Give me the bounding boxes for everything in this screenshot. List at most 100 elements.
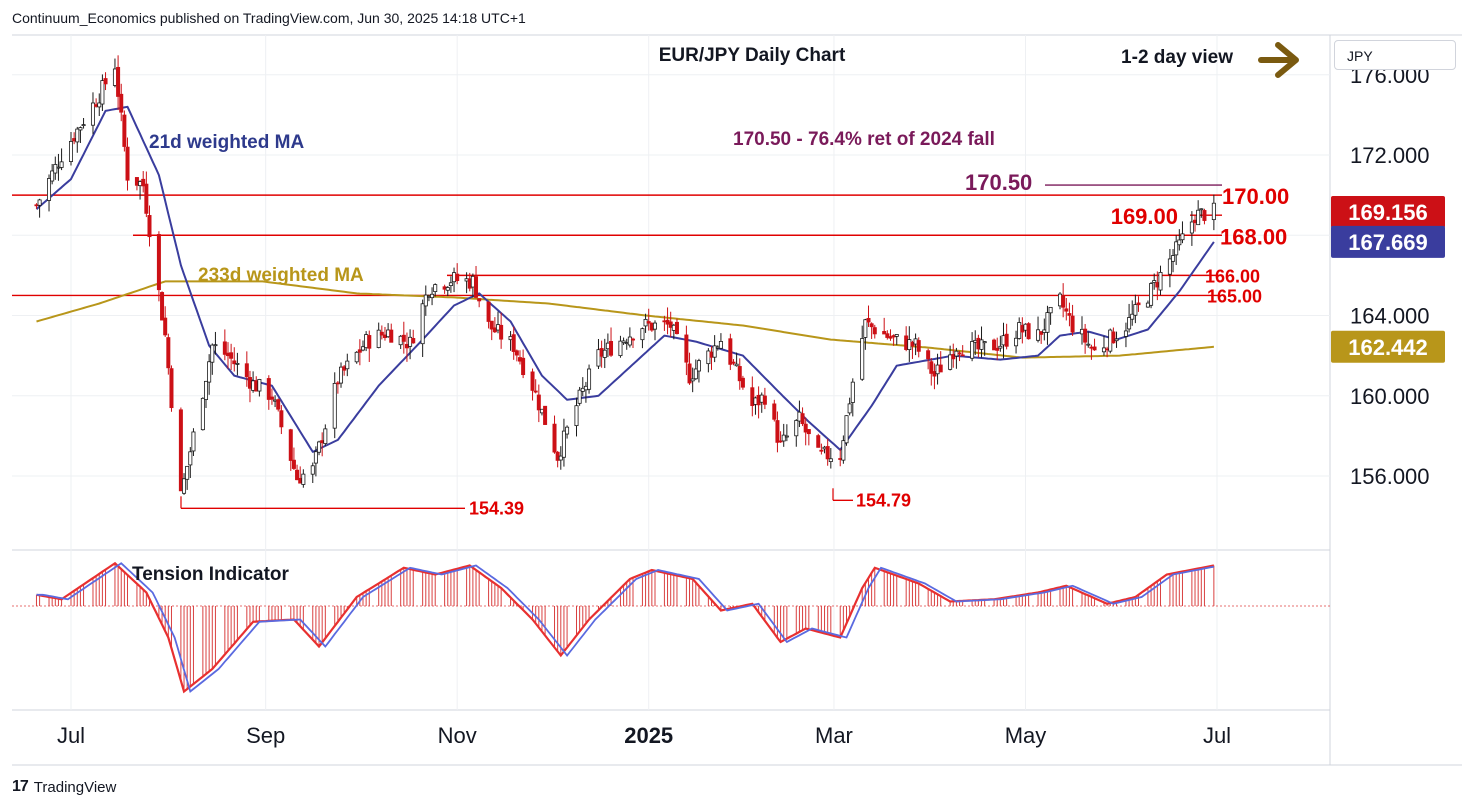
candle-body [1158,271,1163,291]
candle-body [323,428,328,445]
candle-body [1180,233,1185,241]
candle [367,330,372,362]
price-badge-bg [1331,225,1445,258]
candle-body [891,335,896,338]
candle [797,400,802,427]
candle-body [693,368,698,380]
candle-body [982,341,987,344]
candle [960,345,965,357]
candle-body [910,341,915,347]
candle [948,345,953,371]
candle [1086,331,1091,348]
candle [750,376,755,417]
candle-body [517,357,522,362]
candle [555,450,560,468]
candle-body [671,324,676,331]
currency-label[interactable]: JPY [1334,40,1456,70]
candle-body [379,331,384,336]
x-tick-label: Mar [815,723,853,748]
candle-body [696,360,701,372]
candle-body [1155,282,1160,288]
candle-body [916,340,921,352]
x-tick-label: Jul [57,723,85,748]
candle-body [207,361,212,383]
candle-body [401,334,406,342]
candle [210,343,215,375]
candle-body [1083,328,1088,343]
candle [357,339,362,366]
candle-body [1048,306,1053,314]
candle [1130,300,1135,326]
candle-body [885,333,890,338]
candle-body [1020,325,1025,333]
candle [386,323,391,338]
candle [169,365,174,412]
candle [514,349,519,362]
candle [916,337,921,358]
candle [508,331,513,351]
candle-body [599,348,604,357]
candle-body [442,286,447,290]
candle-body [166,337,171,369]
candle-body [709,351,714,358]
candle [200,397,205,431]
candle [907,326,912,362]
candle-body [156,234,161,291]
candle [204,380,209,408]
candle-body [609,340,614,356]
price-badge: 167.669 [1331,225,1445,258]
y-tick-label: 172.000 [1350,143,1430,168]
candle-body [825,446,830,460]
candle-body [530,371,535,391]
candle [605,333,610,358]
candle [430,287,435,306]
candle-body [715,346,720,349]
price-badge-value: 169.156 [1348,200,1428,225]
candle [995,337,1000,361]
candle-body [492,327,497,333]
candle [474,265,479,299]
candle [631,337,636,349]
candle-body [134,177,139,186]
candle [624,338,629,350]
candle-body [69,141,74,162]
candle [1045,305,1050,345]
candle-body [408,336,413,347]
candle [932,363,937,390]
candle-body [470,275,475,288]
candle-body [816,435,821,448]
candle [1167,248,1172,288]
candle [59,148,64,171]
candle [1136,296,1141,312]
candle [574,397,579,437]
candle-body [72,138,77,142]
candle-body [759,394,764,403]
candle [1079,316,1084,345]
candle-body [838,458,843,460]
candle-body [386,329,391,338]
candle [1089,344,1094,360]
candle-body [295,469,300,481]
candle [687,352,692,385]
candle [477,298,482,308]
candle [213,331,218,355]
candle [301,469,306,488]
candle [731,359,736,366]
candle [756,386,761,419]
candle [276,398,281,412]
candle-body [718,341,723,349]
candle-body [1026,323,1031,340]
candle [452,267,457,293]
candle [489,320,494,341]
price-badge-bg [1331,330,1445,363]
candle-body [1145,302,1150,308]
candle-body [188,451,193,466]
level-label-169.00: 169.00 [1111,204,1178,229]
candle-body [514,350,519,356]
candle [103,72,108,91]
candle-body [932,371,937,377]
candle [53,156,58,180]
candle [602,338,607,369]
candle-body [781,434,786,442]
right-arrow-icon [1258,42,1299,78]
